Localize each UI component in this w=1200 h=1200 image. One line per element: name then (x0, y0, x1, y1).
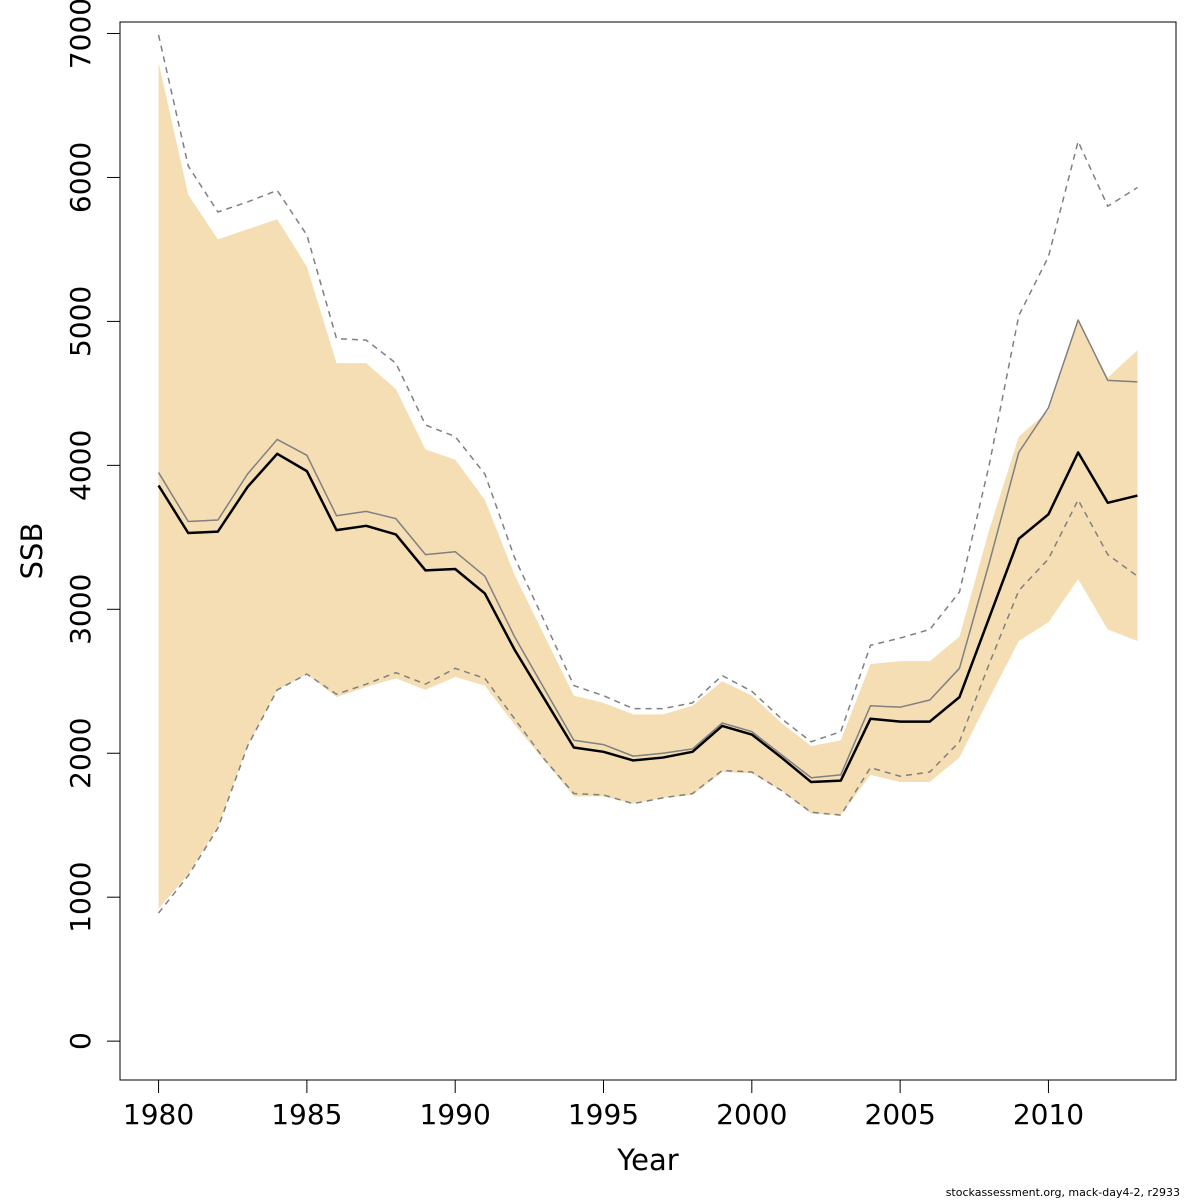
upper-dashed-bound-line (157, 34, 1138, 743)
series-layer (157, 34, 1138, 914)
x-tick-label: 2010 (1013, 1098, 1084, 1131)
confidence-band-layer (158, 62, 1138, 909)
y-axis-title: SSB (15, 523, 49, 580)
lower-dashed-bound-line (157, 499, 1138, 914)
y-tick-label: 0 (64, 1032, 97, 1050)
ssb-estimate-line (157, 451, 1138, 784)
y-tick-label: 1000 (64, 862, 97, 933)
y-tick-label: 4000 (64, 430, 97, 501)
y-axis: 0 1000 2000 3000 4000 5000 6000 7000 (64, 0, 121, 1050)
footer-credit: stockassessment.org, mack-day4-2, r2933 (946, 1186, 1180, 1199)
x-axis: 1980 1985 1990 1995 2000 2005 2010 (123, 1079, 1084, 1131)
y-tick-label: 3000 (64, 574, 97, 645)
x-tick-label: 2005 (865, 1098, 936, 1131)
x-tick-label: 2000 (716, 1098, 787, 1131)
y-tick-label: 2000 (64, 718, 97, 789)
y-tick-label: 6000 (64, 142, 97, 213)
x-tick-label: 1985 (271, 1098, 342, 1131)
x-tick-label: 1980 (123, 1098, 194, 1131)
y-tick-label: 5000 (64, 286, 97, 357)
ssb-alternative-line (157, 319, 1138, 779)
x-tick-label: 1990 (420, 1098, 491, 1131)
x-axis-title: Year (616, 1143, 678, 1177)
y-tick-label: 7000 (64, 0, 97, 69)
confidence-band (158, 62, 1138, 909)
x-tick-label: 1995 (568, 1098, 639, 1131)
